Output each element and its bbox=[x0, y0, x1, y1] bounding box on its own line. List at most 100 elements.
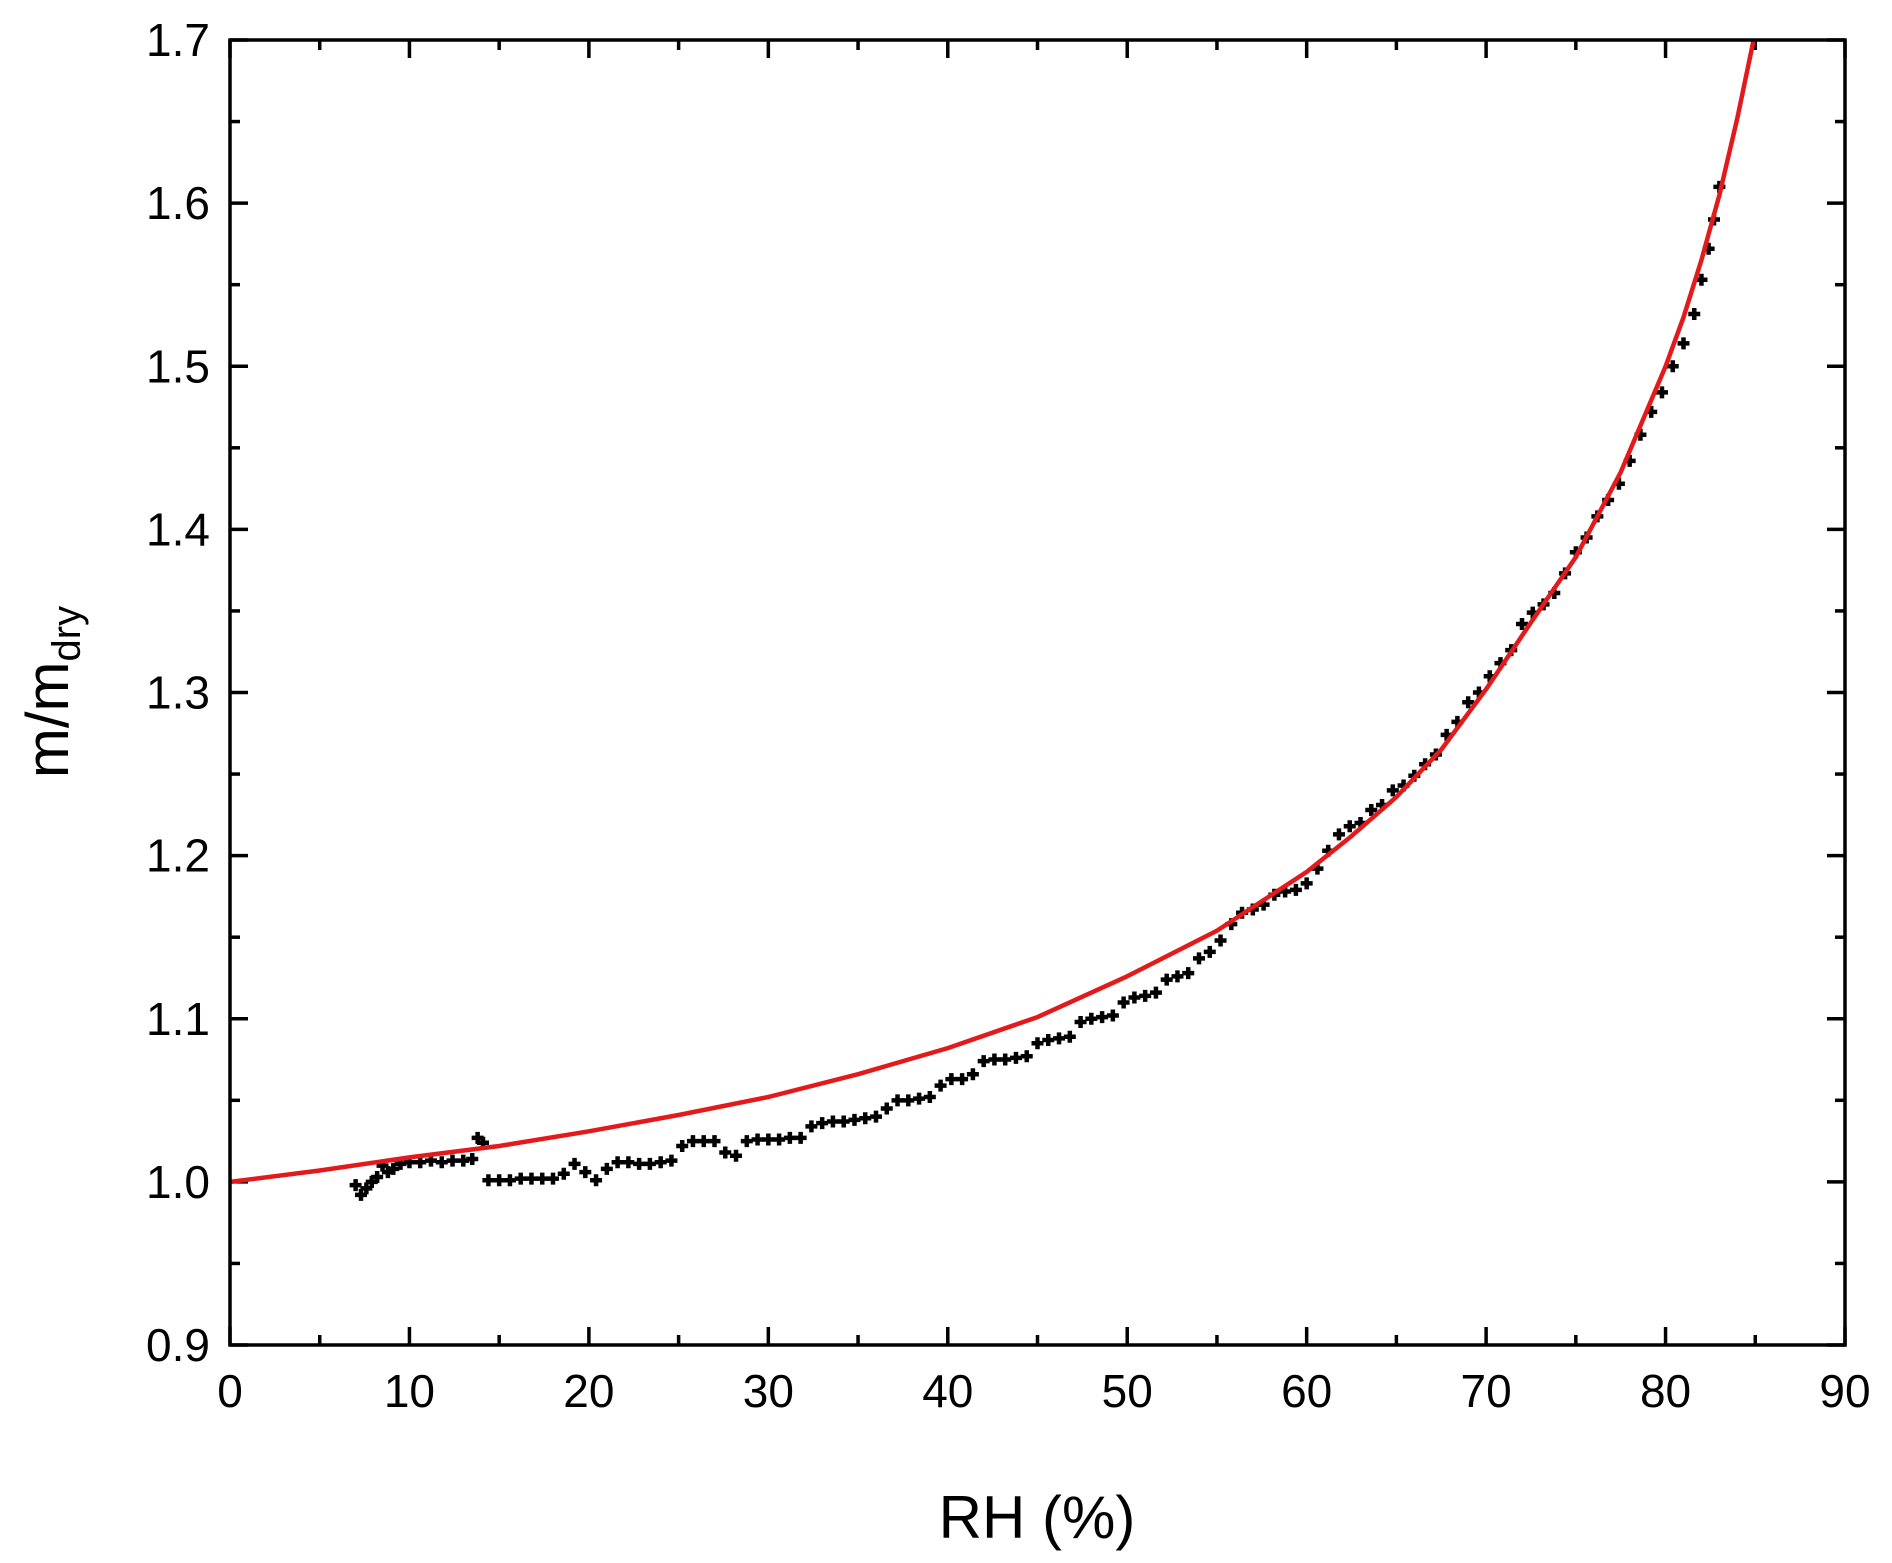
data-point bbox=[1171, 970, 1184, 983]
y-tick-label: 1.6 bbox=[146, 177, 210, 229]
data-point bbox=[697, 1135, 710, 1148]
data-point bbox=[514, 1172, 527, 1185]
data-point bbox=[435, 1156, 448, 1169]
data-point bbox=[730, 1149, 743, 1162]
data-point bbox=[387, 1162, 400, 1175]
y-axis-label-main: m/m bbox=[14, 661, 81, 778]
data-point bbox=[794, 1131, 807, 1144]
data-point bbox=[1332, 828, 1345, 841]
data-point bbox=[751, 1133, 764, 1146]
data-point bbox=[643, 1157, 656, 1170]
data-point bbox=[999, 1053, 1012, 1066]
data-point bbox=[466, 1153, 479, 1166]
data-point bbox=[1193, 952, 1205, 965]
data-point bbox=[708, 1135, 721, 1148]
data-point bbox=[923, 1091, 936, 1104]
data-point bbox=[1020, 1050, 1033, 1063]
data-point bbox=[891, 1094, 904, 1107]
data-point bbox=[740, 1135, 753, 1148]
data-point bbox=[966, 1068, 979, 1081]
data-point bbox=[1042, 1033, 1055, 1046]
data-point bbox=[805, 1120, 818, 1133]
data-point bbox=[988, 1053, 1001, 1066]
data-point bbox=[676, 1139, 689, 1152]
data-point bbox=[654, 1156, 667, 1169]
x-tick-label: 30 bbox=[743, 1365, 794, 1417]
data-point bbox=[371, 1170, 384, 1183]
data-point bbox=[1063, 1030, 1076, 1043]
data-point bbox=[1031, 1037, 1044, 1050]
data-point bbox=[1677, 337, 1690, 350]
data-point bbox=[590, 1174, 603, 1187]
data-point bbox=[977, 1055, 990, 1068]
data-point bbox=[665, 1154, 678, 1167]
data-point bbox=[414, 1156, 427, 1169]
data-point bbox=[1149, 986, 1162, 999]
y-tick-label: 1.1 bbox=[146, 993, 210, 1045]
data-point bbox=[633, 1157, 646, 1170]
data-point bbox=[848, 1113, 861, 1126]
data-point bbox=[503, 1174, 516, 1187]
data-point bbox=[446, 1154, 459, 1167]
y-tick-label: 1.4 bbox=[146, 503, 210, 555]
x-tick-label: 20 bbox=[563, 1365, 614, 1417]
data-point bbox=[493, 1174, 506, 1187]
fit-curve bbox=[230, 40, 1756, 1185]
data-point bbox=[482, 1174, 495, 1187]
data-point bbox=[783, 1131, 796, 1144]
data-point bbox=[1074, 1016, 1087, 1029]
data-point bbox=[1085, 1012, 1098, 1025]
y-tick-label: 1.5 bbox=[146, 340, 210, 392]
y-tick-label: 1.0 bbox=[146, 1156, 210, 1208]
y-tick-label: 0.9 bbox=[146, 1319, 210, 1371]
data-point bbox=[1365, 803, 1378, 816]
data-point bbox=[349, 1179, 362, 1192]
data-point bbox=[622, 1156, 635, 1169]
data-point bbox=[1009, 1051, 1022, 1064]
data-point bbox=[1688, 308, 1701, 321]
data-point bbox=[870, 1110, 882, 1123]
data-point bbox=[611, 1156, 624, 1169]
data-point bbox=[773, 1133, 786, 1146]
data-point bbox=[945, 1073, 958, 1086]
data-point bbox=[1214, 934, 1227, 947]
data-point bbox=[1160, 973, 1173, 986]
data-point bbox=[1666, 360, 1679, 373]
data-point bbox=[1106, 1009, 1119, 1022]
data-point bbox=[1655, 386, 1668, 399]
data-point bbox=[354, 1188, 367, 1201]
data-point bbox=[1343, 820, 1356, 833]
data-point bbox=[1300, 877, 1313, 890]
data-point bbox=[360, 1182, 373, 1195]
data-point bbox=[579, 1166, 592, 1179]
plot-frame bbox=[228, 38, 1847, 1347]
data-point bbox=[600, 1162, 613, 1175]
data-point bbox=[859, 1112, 872, 1125]
data-point bbox=[1128, 991, 1141, 1004]
data-point bbox=[913, 1092, 926, 1105]
data-point bbox=[816, 1117, 829, 1130]
x-tick-label: 70 bbox=[1461, 1365, 1512, 1417]
data-points bbox=[349, 180, 1726, 1201]
tick-labels: 0 10 20 30 40 50 60 70 80 90 0.9 1.0 1.1 1.2 1.3 1.4 1.5… bbox=[146, 14, 1871, 1417]
data-point bbox=[902, 1094, 915, 1107]
data-point bbox=[1053, 1032, 1066, 1045]
fit-curve-layer bbox=[230, 40, 1756, 1185]
x-tick-label: 80 bbox=[1640, 1365, 1691, 1417]
data-point bbox=[686, 1135, 699, 1148]
y-tick-label: 1.3 bbox=[146, 667, 210, 719]
data-point bbox=[826, 1115, 839, 1128]
data-point bbox=[1386, 784, 1399, 797]
data-point bbox=[525, 1172, 538, 1185]
data-point bbox=[547, 1172, 559, 1185]
data-point bbox=[1182, 967, 1195, 980]
data-point bbox=[1117, 996, 1130, 1009]
data-point bbox=[557, 1167, 570, 1180]
data-point bbox=[536, 1172, 549, 1185]
data-point bbox=[719, 1146, 732, 1159]
data-point bbox=[1203, 945, 1216, 958]
data-point bbox=[956, 1073, 969, 1086]
data-point bbox=[1096, 1011, 1109, 1024]
data-point bbox=[1289, 883, 1302, 896]
